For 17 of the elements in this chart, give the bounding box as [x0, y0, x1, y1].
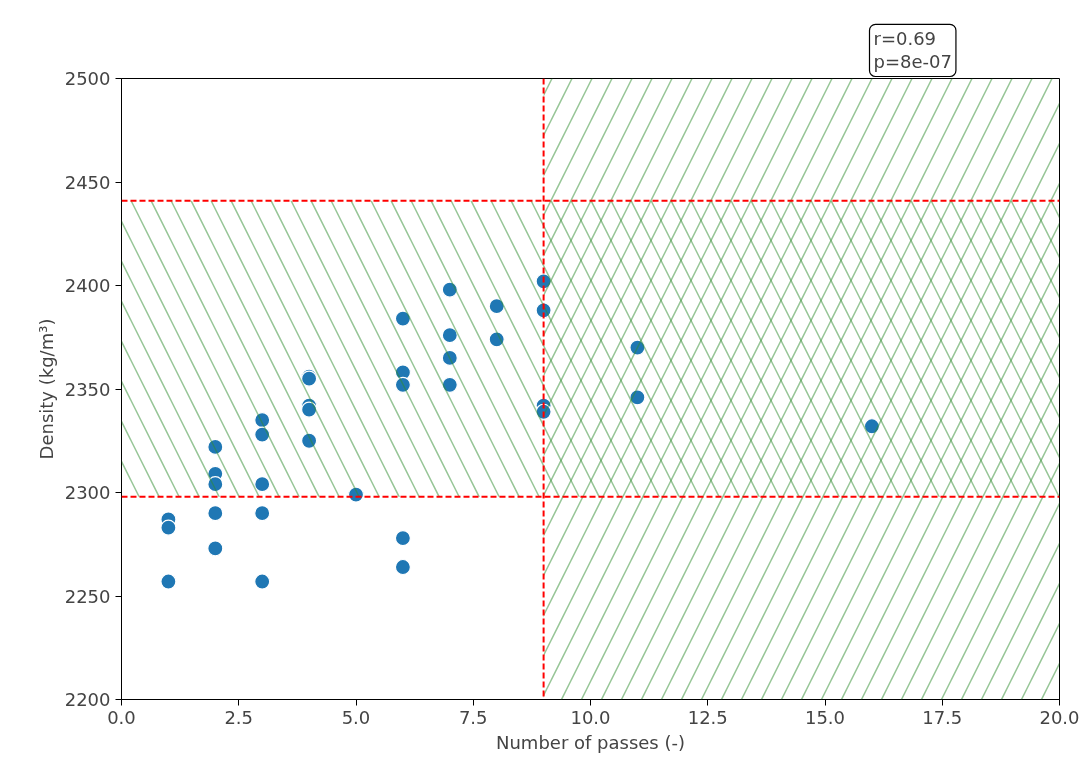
x-tick-label: 2.5	[224, 706, 254, 728]
x-axis-title: Number of passes (-)	[495, 731, 686, 753]
y-tick-label: 2250	[64, 585, 111, 607]
x-tick-label: 15.0	[804, 706, 846, 728]
text: r=0.69 p=8e-07	[873, 28, 952, 73]
y-tick-label: 2350	[64, 378, 111, 400]
y-tick-label: 2500	[64, 68, 111, 89]
x-tick-label: 7.5	[458, 706, 488, 728]
y-tick-label: 2400	[64, 275, 111, 296]
x-tick-label: 10.0	[570, 706, 611, 728]
x-tick-label: 17.5	[922, 706, 963, 728]
y-axis-title: Density (kg/m³)	[35, 318, 57, 460]
y-tick-label: 2450	[64, 171, 111, 193]
x-tick-label: 20.0	[1039, 706, 1080, 728]
y-tick-label: 2300	[64, 482, 111, 503]
x-tick-label: 12.5	[687, 706, 728, 728]
x-tick-label: 5.0	[341, 706, 371, 728]
